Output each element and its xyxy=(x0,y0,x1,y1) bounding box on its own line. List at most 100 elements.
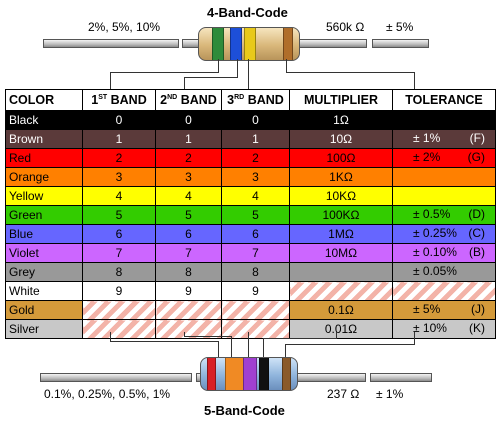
table-row: Blue 6 6 6 1MΩ ± 0.25% (C) xyxy=(5,224,496,244)
resistor-band-tolerance xyxy=(283,28,293,60)
multiplier-cell: 1KΩ xyxy=(289,167,393,187)
band-1-cell: 6 xyxy=(82,224,156,244)
band-1-cell: 8 xyxy=(82,262,156,282)
table-row: Violet 7 7 7 10MΩ ± 0.10% (B) xyxy=(5,243,496,263)
resistor-band-multiplier xyxy=(259,358,269,390)
four-band-tolerance-range: 2%, 5%, 10% xyxy=(88,20,161,34)
four-band-title: 4-Band-Code xyxy=(207,5,288,20)
tolerance-letter-code: (G) xyxy=(467,150,485,164)
header-band-3: 3RD BAND xyxy=(221,89,290,111)
tolerance-cell: ± 0.05% xyxy=(392,262,496,282)
band-1-cell: 4 xyxy=(82,186,156,206)
connector-line xyxy=(248,59,249,89)
tolerance-value: ± 0.25% xyxy=(413,226,457,240)
band-1-cell xyxy=(82,300,156,320)
lead-right-left-segment xyxy=(296,373,366,382)
band-1-cell: 2 xyxy=(82,148,156,168)
table-row: Black 0 0 0 1Ω xyxy=(5,110,496,130)
band-1-cell: 3 xyxy=(82,167,156,187)
multiplier-cell: 100KΩ xyxy=(289,205,393,225)
band-2-cell xyxy=(155,319,222,339)
resistor-band-3 xyxy=(244,28,256,60)
connector-line xyxy=(184,332,185,336)
lead-right-left-segment xyxy=(298,39,367,48)
band-1-cell: 0 xyxy=(82,110,156,130)
multiplier-cell: 0.1Ω xyxy=(289,300,393,320)
tolerance-cell xyxy=(392,167,496,187)
band-2-cell xyxy=(155,300,222,320)
lead-left-left-segment xyxy=(40,373,192,382)
connector-line xyxy=(285,344,286,357)
resistor-band-1 xyxy=(212,28,224,60)
multiplier-cell: 0.01Ω xyxy=(289,319,393,339)
lead-right-right-segment xyxy=(372,39,429,48)
tolerance-cell: ± 0.10% (B) xyxy=(392,243,496,263)
four-band-example-tolerance: ± 5% xyxy=(386,20,414,34)
multiplier-cell: 1Ω xyxy=(289,110,393,130)
band-2-cell: 4 xyxy=(155,186,222,206)
table-header-row: COLOR 1ST BAND 2ND BAND 3RD BAND MULTIPL… xyxy=(5,89,496,111)
multiplier-cell xyxy=(289,262,393,282)
color-name-cell: Orange xyxy=(5,167,83,187)
multiplier-cell: 10MΩ xyxy=(289,243,393,263)
color-name-cell: Yellow xyxy=(5,186,83,206)
header-band-1: 1ST BAND xyxy=(82,89,156,111)
color-name-cell: Red xyxy=(5,148,83,168)
color-name-cell: White xyxy=(5,281,83,301)
band-2-cell: 7 xyxy=(155,243,222,263)
connector-line xyxy=(414,72,415,89)
band-2-cell: 8 xyxy=(155,262,222,282)
multiplier-cell: 10KΩ xyxy=(289,186,393,206)
tolerance-cell xyxy=(392,186,496,206)
table-row: Gold 0.1Ω ± 5% (J) xyxy=(5,300,496,320)
resistor-band-tolerance xyxy=(282,358,291,390)
tolerance-cell: ± 0.5% (D) xyxy=(392,205,496,225)
band-1-cell: 1 xyxy=(82,129,156,149)
connector-line xyxy=(110,72,218,73)
tolerance-cell xyxy=(392,281,496,301)
connector-line xyxy=(110,341,218,342)
tolerance-cell: ± 5% (J) xyxy=(392,300,496,320)
tolerance-value: ± 1% xyxy=(413,131,441,145)
tolerance-value: ± 5% xyxy=(413,302,441,316)
tolerance-cell: ± 1% (F) xyxy=(392,129,496,149)
tolerance-cell: ± 10% (K) xyxy=(392,319,496,339)
tolerance-letter-code: (F) xyxy=(469,131,485,145)
tolerance-value: ± 10% xyxy=(413,321,447,335)
connector-line xyxy=(110,332,111,341)
band-3-cell: 4 xyxy=(221,186,290,206)
resistor-band-2 xyxy=(225,358,245,390)
five-band-example-tolerance: ± 1% xyxy=(376,387,404,401)
header-tolerance: TOLERANCE xyxy=(392,89,496,111)
five-band-title: 5-Band-Code xyxy=(204,403,285,418)
connector-line xyxy=(336,332,337,339)
connector-line xyxy=(231,336,232,357)
header-multiplier: MULTIPLIER xyxy=(289,89,393,111)
tolerance-value: ± 0.5% xyxy=(413,207,451,221)
connector-line xyxy=(218,341,219,357)
band-2-cell: 9 xyxy=(155,281,222,301)
four-band-resistor xyxy=(198,27,300,61)
connector-line xyxy=(286,72,414,73)
table-row: Green 5 5 5 100KΩ ± 0.5% (D) xyxy=(5,205,496,225)
table-row: Grey 8 8 8 ± 0.05% xyxy=(5,262,496,282)
tolerance-letter-code: (B) xyxy=(469,245,485,259)
band-3-cell: 1 xyxy=(221,129,290,149)
connector-line xyxy=(414,332,415,344)
tolerance-cell xyxy=(392,110,496,130)
connector-line xyxy=(110,72,111,89)
resistor-band-2 xyxy=(230,28,242,60)
table-row: White 9 9 9 xyxy=(5,281,496,301)
resistor-band-1 xyxy=(207,358,216,390)
color-name-cell: Silver xyxy=(5,319,83,339)
table-row: Red 2 2 2 100Ω ± 2% (G) xyxy=(5,148,496,168)
band-1-cell: 9 xyxy=(82,281,156,301)
color-name-cell: Violet xyxy=(5,243,83,263)
tolerance-letter-code: (K) xyxy=(469,321,485,335)
connector-line xyxy=(184,77,237,78)
table-row: Brown 1 1 1 10Ω ± 1% (F) xyxy=(5,129,496,149)
band-2-cell: 2 xyxy=(155,148,222,168)
five-band-example-value: 237 Ω xyxy=(327,387,360,401)
tolerance-cell: ± 0.25% (C) xyxy=(392,224,496,244)
table-row: Orange 3 3 3 1KΩ xyxy=(5,167,496,187)
